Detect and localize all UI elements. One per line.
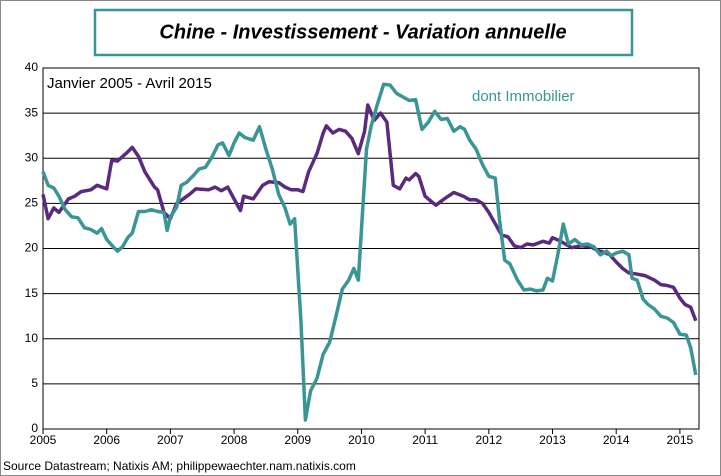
y-tick-label: 30 bbox=[25, 150, 39, 164]
series-line bbox=[41, 103, 698, 322]
y-tick-label: 20 bbox=[25, 241, 39, 255]
x-tick-label: 2013 bbox=[539, 433, 566, 447]
y-tick-label: 10 bbox=[25, 331, 39, 345]
y-tick-label: 25 bbox=[25, 196, 39, 210]
x-tick-label: 2005 bbox=[30, 433, 57, 447]
title-box bbox=[93, 8, 634, 57]
y-tick-label: 0 bbox=[31, 421, 38, 435]
source: Source Datastream; Natixis AM; philippew… bbox=[3, 459, 356, 473]
x-tick-label: 2009 bbox=[284, 433, 311, 447]
x-tick-label: 2012 bbox=[475, 433, 502, 447]
y-tick-label: 40 bbox=[25, 60, 39, 74]
plot-area: 0 5 10 15 20 25 30 35 40 2005 2006 2007 2008 2009 2010… bbox=[25, 60, 700, 447]
x-tick-label: 2007 bbox=[157, 433, 184, 447]
x-tick-label: 2008 bbox=[221, 433, 248, 447]
series-line bbox=[41, 82, 698, 422]
x-tick-label: 2011 bbox=[412, 433, 438, 447]
x-tick-label: 2014 bbox=[603, 433, 630, 447]
y-tick-label: 5 bbox=[31, 376, 38, 390]
subtitle: Janvier 2005 - Avril 2015 bbox=[47, 75, 212, 92]
x-tick-label: 2015 bbox=[667, 433, 694, 447]
y-tick-label: 15 bbox=[25, 286, 39, 300]
y-tick-label: 35 bbox=[25, 105, 39, 119]
plot-border bbox=[42, 67, 700, 430]
x-tick-label: 2010 bbox=[348, 433, 375, 447]
legend-label: dont Immobilier bbox=[472, 88, 575, 105]
x-tick-label: 2006 bbox=[93, 433, 120, 447]
chart-title: Chine - Investissement - Variation annue… bbox=[159, 21, 566, 43]
